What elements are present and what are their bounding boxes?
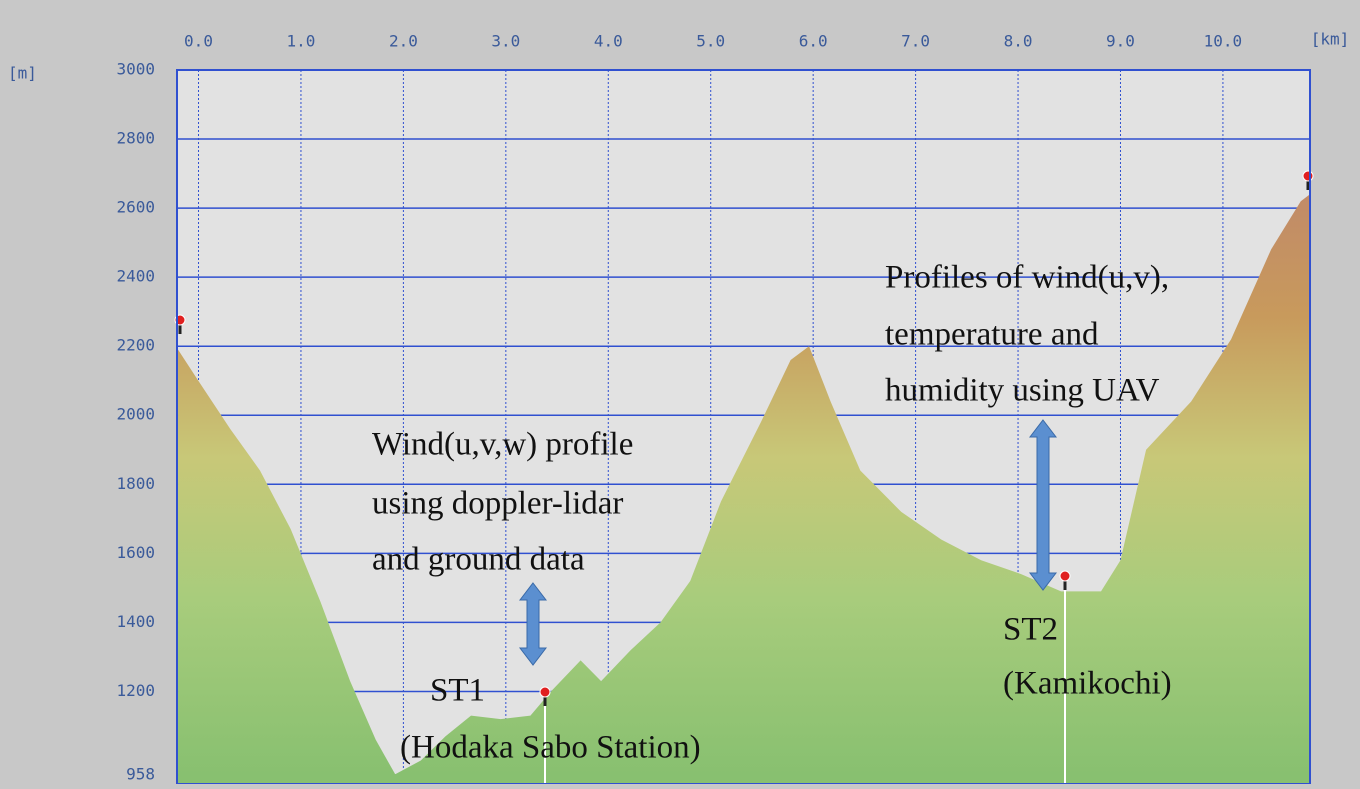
terrain-area [178, 194, 1310, 784]
pin-head [1302, 170, 1314, 182]
y-tick-label: 1800 [116, 474, 155, 493]
y-tick-label: 1600 [116, 543, 155, 562]
arrow [518, 582, 548, 666]
annotation: Wind(u,v,w) profile [372, 427, 633, 463]
annotation: using doppler-lidar [372, 486, 623, 522]
x-tick-label: 2.0 [389, 32, 418, 51]
y-tick-label: 958 [126, 765, 155, 784]
annotation: temperature and [885, 317, 1099, 353]
x-tick-label: 6.0 [799, 32, 828, 51]
x-tick-label: 5.0 [696, 32, 725, 51]
arrows [518, 419, 1058, 666]
y-tick-label: 2000 [116, 405, 155, 424]
x-tick-label: 8.0 [1004, 32, 1033, 51]
annotation: Profiles of wind(u,v), [885, 260, 1169, 296]
y-tick-label: 2400 [116, 267, 155, 286]
y-tick-label: 3000 [116, 60, 155, 79]
x-tick-label: 0.0 [184, 32, 213, 51]
y-tick-label: 1400 [116, 612, 155, 631]
annotation: (Kamikochi) [1003, 666, 1172, 702]
pin-head [539, 686, 551, 698]
annotation: ST2 [1003, 612, 1058, 648]
arrow [1028, 419, 1058, 591]
annotation: ST1 [430, 673, 485, 709]
x-tick-label: 7.0 [901, 32, 930, 51]
x-tick-label: 10.0 [1204, 32, 1243, 51]
x-unit-label: [km] [1311, 30, 1350, 49]
annotation: humidity using UAV [885, 373, 1160, 409]
x-tick-label: 3.0 [491, 32, 520, 51]
x-tick-label: 1.0 [287, 32, 316, 51]
y-unit-label: [m] [8, 64, 37, 83]
x-tick-label: 4.0 [594, 32, 623, 51]
y-tick-label: 1200 [116, 681, 155, 700]
y-tick-label: 2800 [116, 129, 155, 148]
pin-head [1059, 570, 1071, 582]
x-tick-label: 9.0 [1106, 32, 1135, 51]
annotation: and ground data [372, 542, 585, 578]
y-tick-label: 2200 [116, 336, 155, 355]
y-tick-label: 2600 [116, 198, 155, 217]
annotation: (Hodaka Sabo Station) [400, 730, 701, 766]
